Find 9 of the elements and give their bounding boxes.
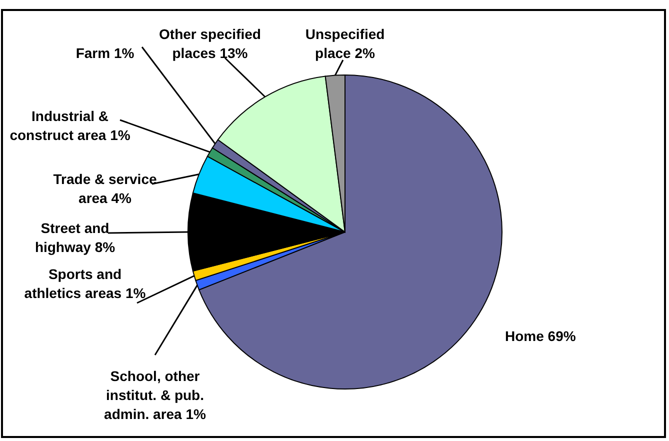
slice-label: Street and highway 8% [34,220,116,255]
slice-label: Other specified places 13% [159,26,261,61]
slice-label: Home 69% [505,328,576,344]
slice-label: Farm 1% [76,45,135,61]
slice-label: School, other institut. & pub. admin. area 1% [104,368,207,422]
slice-label: Industrial & construct area 1% [10,108,131,143]
slice-label: Unspecified place 2% [305,26,385,61]
slice-label: Trade & service area 4% [53,171,157,206]
slice-label: Sports and athletics areas 1% [24,266,146,301]
